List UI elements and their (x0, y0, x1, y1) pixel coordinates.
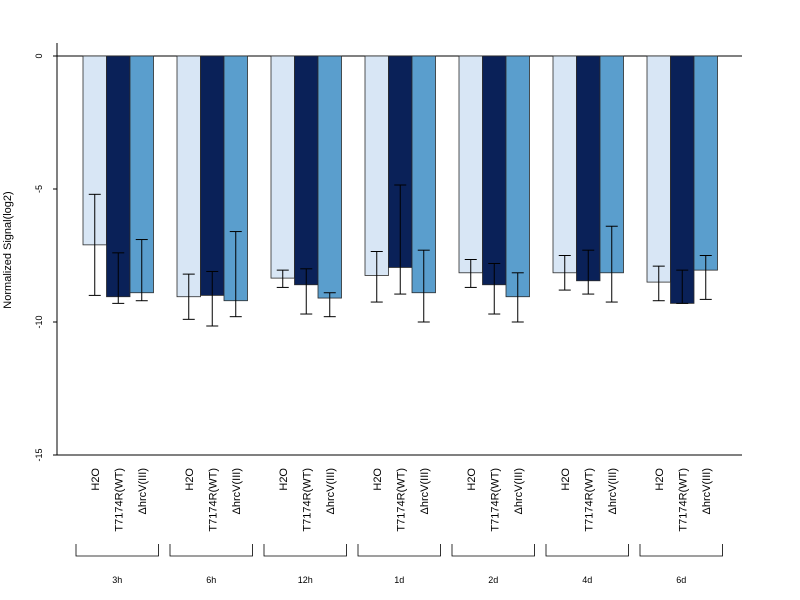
bar-series-label: ΔhrcV(III) (513, 468, 525, 514)
y-tick-label: -10 (34, 315, 44, 328)
y-axis-label: Normalized Signal(log2) (2, 191, 14, 308)
group-label: 2d (488, 575, 498, 585)
group-label: 12h (298, 575, 313, 585)
bar-series-label: ΔhrcV(III) (419, 468, 431, 514)
bar-series-label: T7174R(WT) (489, 468, 501, 532)
group-bracket (263, 544, 347, 557)
group-bracket (545, 544, 629, 557)
bar-series-label: T7174R(WT) (113, 468, 125, 532)
category-labels: H2O T7174R(WT) ΔhrcV(III) 3h H2O T7174R(WT) Δh… (75, 468, 723, 585)
bar-series-label: ΔhrcV(III) (231, 468, 243, 514)
bar (176, 55, 201, 298)
bar (670, 55, 695, 304)
bar (364, 55, 389, 276)
group-label: 6h (206, 575, 216, 585)
bar-series-label: ΔhrcV(III) (325, 468, 337, 514)
bar-series-label: T7174R(WT) (677, 468, 689, 532)
bar-series-label: H2O (560, 468, 572, 491)
bar-series-label: H2O (278, 468, 290, 491)
bar (270, 55, 295, 279)
group-bracket (169, 544, 253, 557)
bar-series-label: H2O (466, 468, 478, 491)
bar-series-label: H2O (372, 468, 384, 491)
bar (646, 55, 671, 283)
bar-series-label: H2O (184, 468, 196, 491)
bar (505, 55, 530, 298)
group-label: 3h (112, 575, 122, 585)
bar-series-label: T7174R(WT) (301, 468, 313, 532)
y-tick-label: 0 (34, 53, 44, 58)
bar (552, 55, 577, 274)
bar (200, 55, 225, 296)
bar-series-label: H2O (90, 468, 102, 491)
group-bracket (451, 544, 535, 557)
bar (482, 55, 507, 286)
bars (82, 55, 718, 327)
bar-series-label: T7174R(WT) (395, 468, 407, 532)
bar-series-label: T7174R(WT) (207, 468, 219, 532)
group-label: 6d (676, 575, 686, 585)
bar-series-label: ΔhrcV(III) (607, 468, 619, 514)
group-bracket (639, 544, 723, 557)
bar-series-label: T7174R(WT) (583, 468, 595, 532)
y-tick-label: -15 (34, 448, 44, 461)
group-label: 1d (394, 575, 404, 585)
bar-series-label: H2O (654, 468, 666, 491)
bar (576, 55, 601, 282)
bar-series-label: ΔhrcV(III) (137, 468, 149, 514)
bar (693, 55, 718, 271)
group-label: 4d (582, 575, 592, 585)
group-bracket (75, 544, 159, 557)
bar (317, 55, 342, 299)
y-tick-label: -5 (34, 185, 44, 193)
bar (458, 55, 483, 274)
bar-series-label: ΔhrcV(III) (701, 468, 713, 514)
group-bracket (357, 544, 441, 557)
bar (294, 55, 319, 286)
